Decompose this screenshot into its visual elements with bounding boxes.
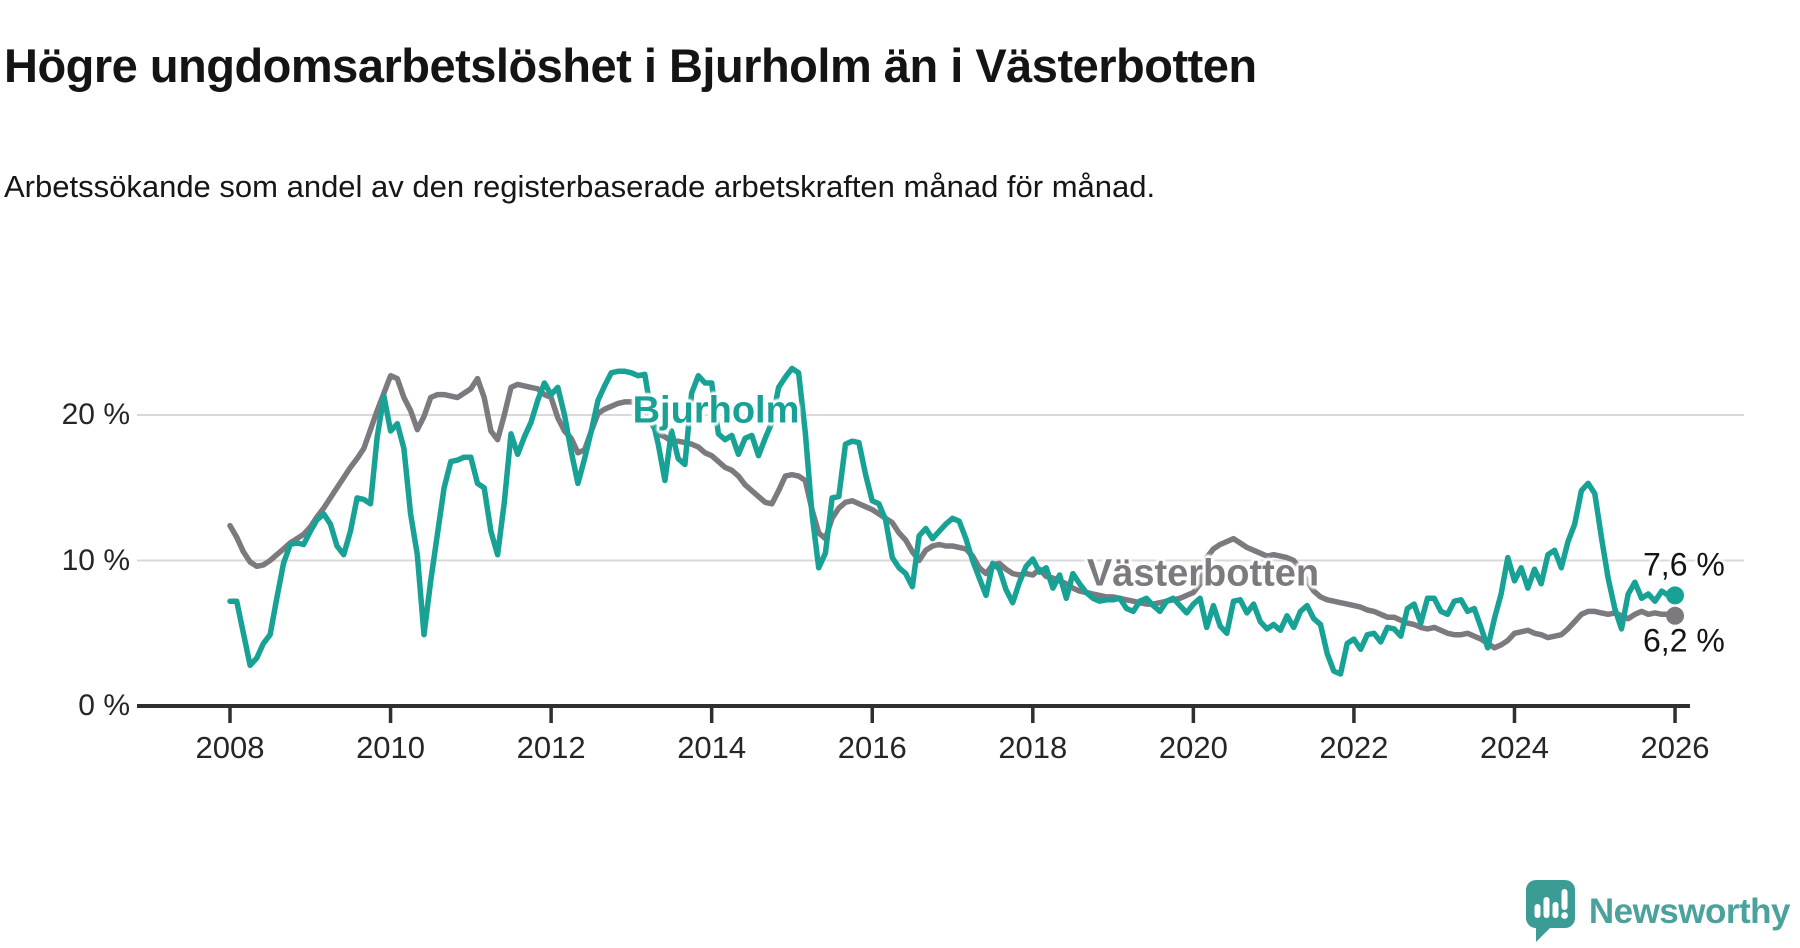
branding: Newsworthy xyxy=(1525,876,1791,948)
series-label-vasterbotten: Västerbotten xyxy=(1086,552,1320,595)
x-tick-label: 2010 xyxy=(356,730,426,765)
series-end-dot-bjurholm xyxy=(1666,586,1685,605)
y-tick-label: 0 % xyxy=(78,689,130,722)
x-tick-label: 2014 xyxy=(677,730,747,765)
x-tick-label: 2026 xyxy=(1640,730,1710,765)
x-tick-label: 2016 xyxy=(837,730,907,765)
series-line-bjurholm xyxy=(227,365,1678,677)
page-subtitle: Arbetssökande som andel av den registerb… xyxy=(4,169,1156,204)
series-line-västerbotten xyxy=(227,372,1678,651)
y-tick-label: 10 % xyxy=(61,543,130,577)
y-tick-label: 20 % xyxy=(61,398,130,431)
x-tick-label: 2024 xyxy=(1479,730,1549,765)
x-tick-label: 2008 xyxy=(195,730,265,765)
series-end-dot-västerbotten xyxy=(1666,606,1685,625)
x-tick-label: 2020 xyxy=(1158,730,1228,765)
end-value-label-vasterbotten: 6,2 % xyxy=(1643,622,1725,659)
series-label-bjurholm: Bjurholm xyxy=(632,389,800,432)
branding-name: Newsworthy xyxy=(1588,892,1791,931)
x-tick-label: 2022 xyxy=(1319,730,1389,765)
page-title: Högre ungdomsarbetslöshet i Bjurholm än … xyxy=(4,39,1257,93)
end-value-label-bjurholm: 7,6 % xyxy=(1643,546,1725,583)
x-tick-label: 2012 xyxy=(516,730,586,765)
x-tick-label: 2018 xyxy=(998,730,1068,765)
newsworthy-logo-icon xyxy=(1525,880,1575,942)
